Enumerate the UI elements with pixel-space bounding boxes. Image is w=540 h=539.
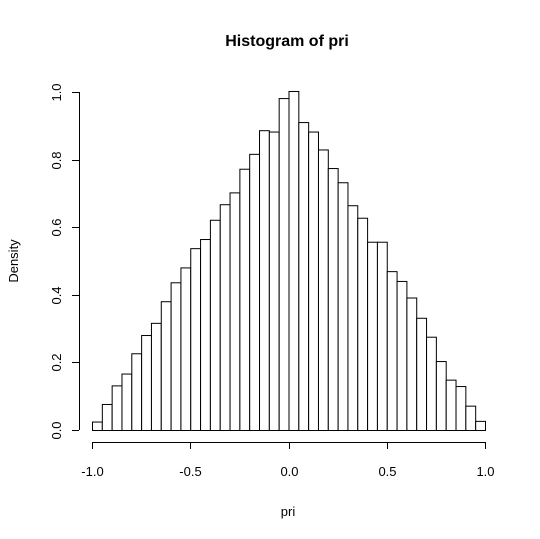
histogram-bar	[160, 301, 172, 431]
y-tick-label: 0.2	[49, 353, 64, 371]
histogram-bar	[386, 271, 398, 432]
x-tick-label: 0.0	[280, 464, 298, 479]
chart-title: Histogram of pri	[225, 33, 349, 50]
y-tick-label: 0.4	[49, 286, 64, 304]
histogram-bar	[92, 421, 103, 431]
histogram-bar	[327, 168, 339, 432]
histogram-bar	[396, 280, 408, 431]
histogram-bar	[435, 361, 447, 431]
x-axis-label: pri	[281, 504, 296, 519]
histogram-bar	[475, 420, 486, 431]
histogram-bar	[465, 405, 477, 432]
histogram-bar	[219, 204, 231, 431]
x-tick-label: 1.0	[476, 464, 494, 479]
histogram-bar	[308, 131, 319, 432]
y-axis-label: Density	[6, 239, 21, 283]
histogram-bar	[426, 336, 437, 431]
x-tick-label: 0.5	[378, 464, 396, 479]
histogram-bar	[288, 90, 300, 432]
histogram-bar	[229, 192, 241, 431]
histogram-bar	[249, 153, 261, 431]
histogram-bar	[455, 386, 467, 431]
histogram-bar	[376, 241, 388, 431]
bars	[92, 90, 486, 432]
histogram-bar	[111, 385, 123, 432]
histogram-bar	[170, 282, 182, 432]
y-axis: 0.0 0.2 0.4 0.6 0.8 1.0	[49, 83, 80, 440]
y-tick-label: 0.8	[49, 151, 64, 169]
histogram-bar	[347, 205, 359, 431]
histogram-bar	[180, 267, 192, 432]
x-tick-label: -1.0	[81, 464, 103, 479]
histogram-bar	[200, 239, 211, 431]
histogram-bar	[239, 168, 251, 431]
histogram-bar	[190, 248, 202, 431]
histogram-bar	[121, 373, 133, 431]
histogram-bar	[131, 353, 143, 431]
histogram-bar	[268, 131, 280, 432]
histogram-bar	[445, 379, 457, 432]
histogram-bar	[278, 98, 290, 432]
y-tick-label: 0.6	[49, 218, 64, 236]
histogram-bar	[141, 335, 152, 431]
histogram-bar	[150, 322, 162, 432]
x-tick-label: -0.5	[179, 464, 201, 479]
histogram-bar	[317, 149, 329, 432]
y-tick-label: 1.0	[49, 83, 64, 101]
histogram-bar	[209, 219, 221, 431]
histogram-bar	[298, 122, 310, 432]
histogram-bar	[406, 297, 418, 431]
histogram-bar	[101, 403, 113, 432]
histogram-bar	[357, 217, 369, 431]
histogram-bar	[416, 317, 428, 431]
histogram-bar	[367, 241, 378, 431]
y-tick-label: 0.0	[49, 421, 64, 439]
histogram-bar	[337, 182, 349, 431]
histogram-bar	[259, 130, 270, 431]
x-axis: -1.0 -0.5 0.0 0.5 1.0	[81, 442, 495, 479]
